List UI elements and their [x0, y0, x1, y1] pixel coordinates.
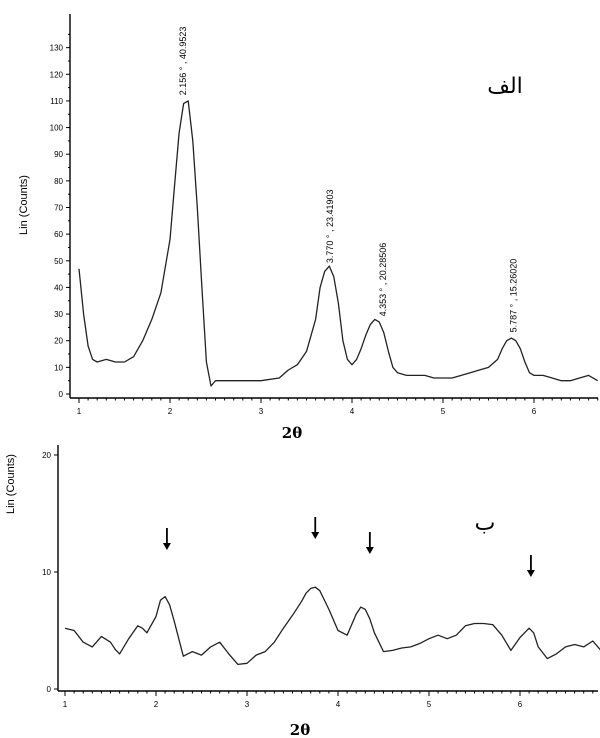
peak-annotation: 5.787 ° , 15.26020	[509, 259, 519, 333]
y-tick-label: 10	[42, 568, 51, 577]
x-tick-label: 6	[532, 407, 537, 416]
diffraction-trace-0	[78, 100, 599, 387]
x-tick-label: 1	[77, 407, 82, 416]
y-tick-label: 10	[54, 363, 63, 372]
peak-annotation: 3.770 ° , 23.41903	[325, 189, 335, 263]
x-tick-label: 4	[336, 700, 341, 709]
y-tick-label: 0	[59, 390, 64, 399]
panel-label-a: الف	[487, 74, 523, 99]
x-tick-label: 4	[350, 407, 355, 416]
y-tick-label: 20	[54, 337, 63, 346]
panel-label-b: ب	[475, 511, 496, 536]
arrow-head	[365, 547, 374, 554]
y-axis-label-a: Lin (Counts)	[18, 175, 30, 235]
arrow-head	[526, 570, 535, 577]
chart-panel-b: Lin (Counts) ب 2θ 0 10 20 1 2 3 4 5 6	[5, 445, 600, 738]
y-tick-label: 120	[50, 70, 64, 79]
y-tick-label: 100	[50, 124, 64, 133]
x-tick-label: 1	[63, 700, 68, 709]
y-tick-label: 50	[54, 257, 63, 266]
y-tick-label: 70	[54, 204, 63, 213]
y-tick-label: 30	[54, 310, 63, 319]
y-tick-label: 110	[50, 97, 63, 106]
x-tick-label: 6	[518, 700, 523, 709]
x-tick-label: 3	[259, 407, 264, 416]
x-tick-label: 2	[168, 407, 173, 416]
y-tick-label: 0	[47, 685, 52, 694]
y-tick-label: 90	[54, 150, 63, 159]
y-tick-label: 80	[54, 177, 63, 186]
y-tick-label: 40	[54, 283, 63, 292]
x-tick-label: 3	[245, 700, 250, 709]
y-tick-label: 130	[50, 44, 64, 53]
arrow-head	[162, 543, 171, 550]
x-axis-label-b: 2θ	[290, 721, 310, 738]
y-tick-label: 20	[42, 451, 51, 460]
peak-annotation: 2.156 ° , 40.9523	[178, 27, 188, 96]
x-axis-label-a: 2θ	[282, 424, 302, 442]
x-tick-label: 5	[441, 407, 446, 416]
chart-panel-a: Lin (Counts) الف 2θ 0 10 20 30 40 50 60 70 80 90 1…	[18, 14, 599, 442]
y-axis-label-b: Lin (Counts)	[5, 454, 17, 514]
peak-annotation: 4.353 ° , 20.28506	[378, 243, 388, 317]
y-tick-label: 60	[54, 230, 63, 239]
diffraction-trace-1	[64, 586, 600, 666]
arrow-head	[311, 532, 320, 539]
x-tick-label: 2	[154, 700, 159, 709]
x-tick-label: 5	[427, 700, 432, 709]
